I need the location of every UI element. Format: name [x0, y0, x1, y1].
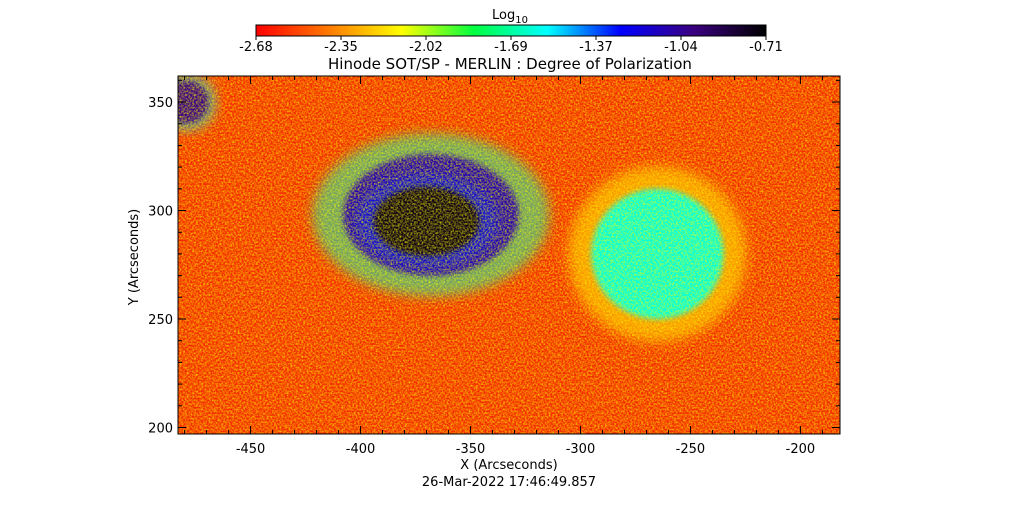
x-tick-label: -350 [456, 442, 486, 457]
x-tick-label: -300 [566, 442, 596, 457]
colorbar-tick-label: -2.02 [409, 40, 443, 55]
colorbar-tick-label: -1.69 [494, 40, 528, 55]
plot-area [178, 76, 840, 434]
chart-title: Hinode SOT/SP - MERLIN : Degree of Polar… [328, 55, 692, 73]
colorbar-ticks: -2.68 -2.35 -2.02 -1.69 -1.37 -1.04 -0.71 [239, 36, 783, 55]
colorbar-tick-label: -0.71 [749, 40, 783, 55]
colorbar-tick-label: -2.68 [239, 40, 273, 55]
x-axis: -450 -400 -350 -300 -250 -200 [184, 76, 823, 457]
y-axis-label: Y (Arcseconds) [127, 209, 142, 306]
y-axis: 200 250 300 350 [148, 79, 840, 436]
y-tick-label: 200 [148, 421, 173, 436]
colorbar-tick-label: -2.35 [324, 40, 358, 55]
x-tick-label: -450 [236, 442, 266, 457]
colorbar-tick-label: -1.04 [664, 40, 698, 55]
x-tick-label: -200 [786, 442, 816, 457]
timestamp: 26-Mar-2022 17:46:49.857 [422, 475, 596, 490]
colorbar-strip [255, 24, 767, 37]
y-tick-label: 250 [148, 313, 173, 328]
plot-frame [177, 75, 841, 435]
x-tick-label: -400 [346, 442, 376, 457]
x-axis-label: X (Arcseconds) [460, 458, 557, 473]
colorbar-label: Log10 [492, 8, 528, 26]
colorbar: Log10 -2.68 -2.35 -2.02 -1.69 -1.37 -1.04 -0.7… [239, 8, 783, 55]
heatmap-speckle [178, 76, 840, 434]
y-tick-label: 300 [148, 205, 173, 220]
colorbar-tick-label: -1.37 [579, 40, 613, 55]
y-tick-label: 350 [148, 96, 173, 111]
x-tick-label: -250 [676, 442, 706, 457]
